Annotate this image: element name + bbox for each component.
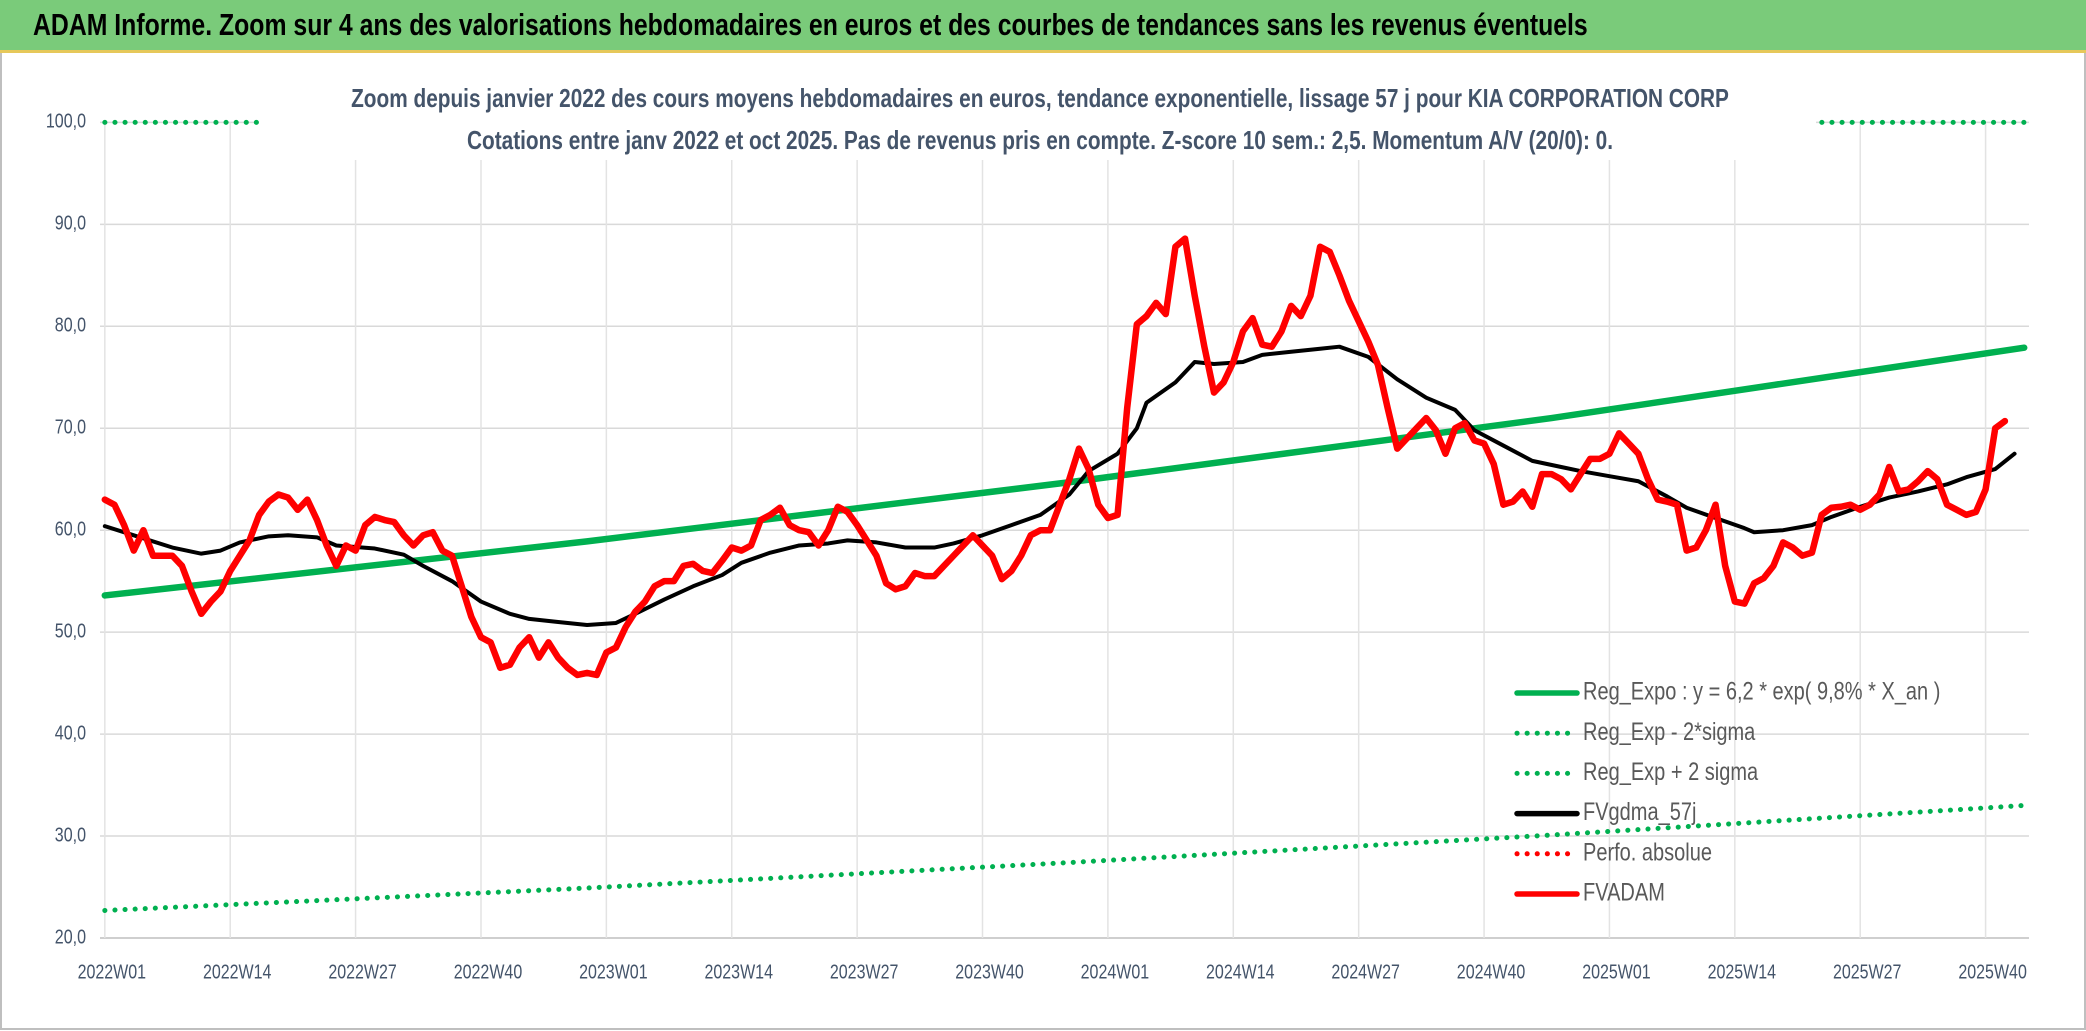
x-tick-label: 2023W27: [830, 961, 899, 983]
x-tick-label: 2025W01: [1582, 961, 1651, 983]
y-tick-label: 20,0: [55, 926, 86, 948]
x-tick-label: 2023W01: [579, 961, 648, 983]
x-tick-label: 2023W14: [704, 961, 773, 983]
x-tick-label: 2022W40: [454, 961, 523, 983]
legend-label: FVADAM: [1583, 879, 1665, 907]
y-tick-label: 90,0: [55, 213, 86, 235]
subtitle-box: [259, 82, 1816, 160]
legend-label: Reg_Exp - 2*sigma: [1583, 718, 1755, 746]
legend-label: Reg_Expo : y = 6,2 * exp( 9,8% * X_an ): [1583, 678, 1940, 706]
chart-subtitle: Cotations entre janv 2022 et oct 2025. P…: [467, 125, 1613, 155]
x-tick-label: 2025W14: [1708, 961, 1777, 983]
y-tick-label: 80,0: [55, 315, 86, 337]
x-tick-label: 2024W40: [1457, 961, 1526, 983]
x-tick-label: 2022W01: [78, 961, 147, 983]
series-line: [101, 235, 2009, 679]
x-tick-label: 2024W01: [1081, 961, 1150, 983]
chart-frame: [0, 51, 2086, 1030]
title-bar: [0, 0, 2086, 52]
legend-label: Reg_Exp + 2 sigma: [1583, 758, 1758, 786]
x-tick-label: 2025W40: [1958, 961, 2027, 983]
y-tick-label: 70,0: [55, 417, 86, 439]
y-tick-label: 60,0: [55, 518, 86, 540]
y-tick-label: 100,0: [46, 111, 86, 133]
chart-title: ADAM Informe. Zoom sur 4 ans des valoris…: [33, 7, 1588, 42]
x-tick-label: 2023W40: [955, 961, 1024, 983]
legend-label: FVgdma_57j: [1583, 798, 1696, 826]
title-bar-edge: [0, 50, 2086, 53]
series-line: [102, 802, 2027, 913]
chart-subtitle: Zoom depuis janvier 2022 des cours moyen…: [351, 83, 1729, 113]
x-tick-label: 2022W27: [328, 961, 397, 983]
x-tick-label: 2025W27: [1833, 961, 1902, 983]
x-tick-label: 2022W14: [203, 961, 272, 983]
x-tick-label: 2024W27: [1331, 961, 1400, 983]
y-tick-label: 40,0: [55, 722, 86, 744]
legend-label: Perfo. absolue: [1583, 838, 1712, 866]
y-tick-label: 50,0: [55, 620, 86, 642]
legend: Reg_Expo : y = 6,2 * exp( 9,8% * X_an ) R…: [1514, 678, 1940, 907]
y-tick-label: 30,0: [55, 824, 86, 846]
x-tick-label: 2024W14: [1206, 961, 1275, 983]
